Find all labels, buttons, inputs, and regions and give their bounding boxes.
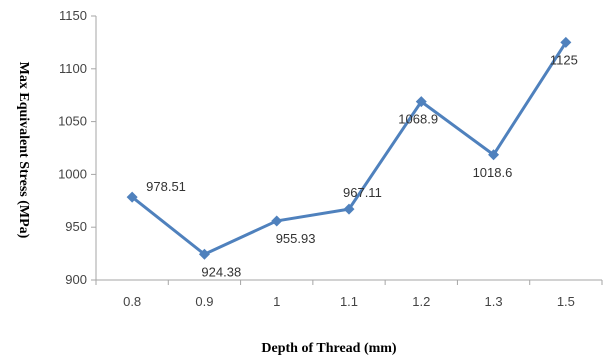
x-tick-label: 0.8 <box>123 294 141 309</box>
y-tick-label: 900 <box>65 272 87 287</box>
data-point <box>126 191 138 203</box>
series-line <box>131 41 568 256</box>
y-tick-label: 950 <box>65 219 87 234</box>
y-axis-title: Max Equivalent Stress (MPa) <box>16 62 31 239</box>
data-point <box>415 96 427 108</box>
data-point <box>560 36 572 48</box>
data-label: 1068.9 <box>398 112 438 127</box>
data-label: 967.11 <box>343 185 382 200</box>
x-axis-title: Depth of Thread (mm) <box>261 341 397 356</box>
data-label: 924.38 <box>201 264 241 279</box>
series-group <box>126 36 572 260</box>
y-axis: 900 950 1000 1050 1100 1150 <box>58 8 97 287</box>
x-tick-label: 1 <box>273 294 280 309</box>
y-tick-label: 1100 <box>59 61 87 76</box>
data-point <box>343 203 355 215</box>
data-label: 978.51 <box>146 179 186 194</box>
y-tick-label: 1050 <box>58 114 87 129</box>
data-label: 1018.6 <box>473 165 513 180</box>
x-tick-label: 1.3 <box>485 294 503 309</box>
data-label-group: 978.51 924.38 955.93 967.11 1068.9 1018.6 1125 <box>146 52 578 279</box>
x-tick-label: 0.9 <box>195 294 213 309</box>
x-tick-label: 1.5 <box>557 294 575 309</box>
x-tick-label: 1.1 <box>340 294 358 309</box>
data-point <box>198 248 210 260</box>
x-tick-label: 1.2 <box>412 294 430 309</box>
y-tick-label: 1150 <box>59 8 87 23</box>
data-label: 1125 <box>550 52 578 67</box>
x-axis: 0.8 0.9 1 1.1 1.2 1.3 1.5 <box>95 279 603 309</box>
data-point <box>488 149 500 161</box>
data-point <box>271 215 283 227</box>
data-label: 955.93 <box>276 231 316 246</box>
y-tick-label: 1000 <box>58 166 87 181</box>
